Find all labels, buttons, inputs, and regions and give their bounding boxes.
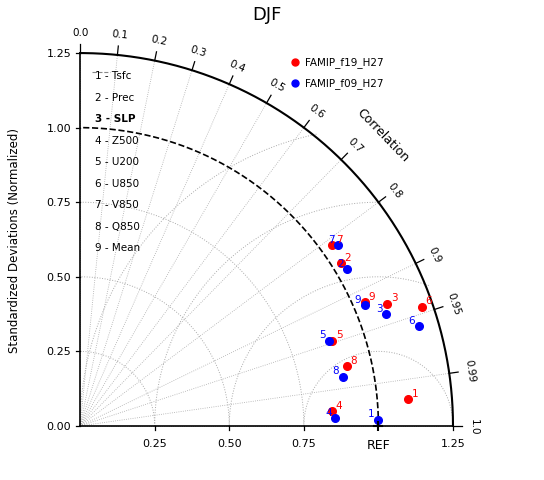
- Text: 2: 2: [345, 252, 351, 263]
- Text: 6: 6: [425, 296, 432, 305]
- Text: 0.9: 0.9: [426, 245, 443, 264]
- Text: 1.25: 1.25: [46, 49, 71, 59]
- Text: 5: 5: [336, 330, 342, 340]
- Text: 1.00: 1.00: [47, 123, 71, 133]
- Text: 8: 8: [332, 365, 339, 375]
- Text: DJF: DJF: [252, 6, 281, 24]
- Text: 6: 6: [409, 315, 415, 325]
- Text: 0.50: 0.50: [217, 438, 242, 448]
- Text: 8: 8: [351, 355, 357, 365]
- Text: 9: 9: [355, 294, 361, 304]
- Text: 1: 1: [412, 388, 418, 398]
- Text: 0.25: 0.25: [143, 438, 167, 448]
- Text: 4: 4: [325, 407, 332, 417]
- Text: 1.0: 1.0: [469, 418, 479, 434]
- Text: 1 - Tsfc: 1 - Tsfc: [95, 72, 132, 81]
- Text: 1.25: 1.25: [441, 438, 465, 448]
- Text: 0.99: 0.99: [463, 359, 477, 383]
- Text: 7: 7: [328, 235, 335, 244]
- Text: 0.3: 0.3: [189, 44, 208, 59]
- Text: 0.00: 0.00: [47, 421, 71, 431]
- Text: 0.5: 0.5: [267, 77, 287, 94]
- Text: 6 - U850: 6 - U850: [95, 179, 139, 189]
- Text: 9 - Mean: 9 - Mean: [95, 243, 140, 253]
- Text: Correlation: Correlation: [354, 106, 412, 164]
- Text: 3 - SLP: 3 - SLP: [95, 114, 135, 124]
- Text: 5 - U200: 5 - U200: [95, 157, 139, 167]
- Text: 3: 3: [391, 292, 398, 302]
- Text: FAMIP_f19_H27: FAMIP_f19_H27: [305, 58, 384, 68]
- Text: 7: 7: [336, 235, 342, 244]
- Text: 0.2: 0.2: [150, 35, 168, 48]
- Text: 0.0: 0.0: [72, 28, 88, 38]
- Text: 0.95: 0.95: [446, 291, 462, 316]
- Text: 0.75: 0.75: [292, 438, 316, 448]
- Text: FAMIP_f09_H27: FAMIP_f09_H27: [305, 78, 384, 89]
- Text: 7 - V850: 7 - V850: [95, 200, 139, 210]
- Text: 5: 5: [319, 330, 326, 340]
- Text: REF: REF: [367, 438, 390, 451]
- Text: 2: 2: [337, 258, 343, 268]
- Text: 0.50: 0.50: [47, 272, 71, 282]
- Text: 0.25: 0.25: [46, 347, 71, 357]
- Text: 4: 4: [336, 400, 342, 409]
- Text: 1: 1: [368, 408, 375, 419]
- Text: 8 - Q850: 8 - Q850: [95, 221, 140, 231]
- Text: 0.7: 0.7: [347, 136, 365, 155]
- Text: 0.75: 0.75: [46, 198, 71, 208]
- Text: 0.1: 0.1: [111, 29, 128, 41]
- Text: Standardized Deviations (Normalized): Standardized Deviations (Normalized): [8, 128, 21, 352]
- Text: 3: 3: [376, 303, 382, 313]
- Text: 0.4: 0.4: [228, 58, 247, 74]
- Text: 9: 9: [369, 291, 375, 301]
- Text: 0.8: 0.8: [386, 180, 404, 200]
- Text: 0.6: 0.6: [307, 103, 326, 120]
- Text: 4 - Z500: 4 - Z500: [95, 135, 139, 145]
- Text: 2 - Prec: 2 - Prec: [95, 93, 134, 103]
